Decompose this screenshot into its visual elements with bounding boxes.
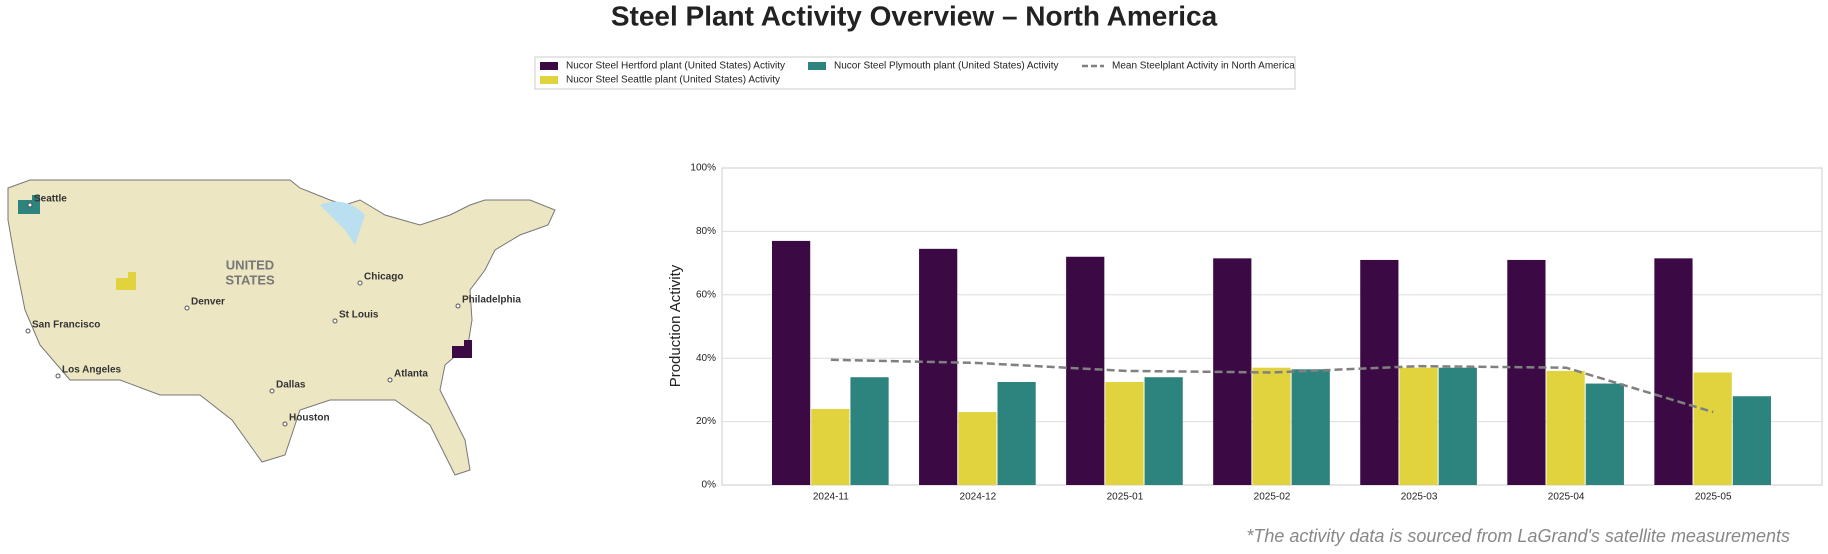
- map: UNITED STATES: [7, 179, 556, 476]
- legend-label: Nucor Steel Hertford plant (United State…: [566, 61, 785, 72]
- city-label: Seattle: [34, 194, 67, 205]
- city-dot: [269, 388, 275, 394]
- chart-title: Steel Plant Activity Overview – North Am…: [611, 0, 1218, 31]
- plant-icon: [32, 195, 40, 214]
- bar: [850, 377, 889, 485]
- bar: [1105, 381, 1144, 485]
- bar: [1252, 367, 1291, 485]
- bar: [1585, 383, 1624, 485]
- x-tick-label: 2025-04: [1548, 492, 1585, 503]
- plant-icon: [464, 340, 472, 358]
- bar: [1693, 372, 1732, 485]
- city-label: Chicago: [364, 272, 403, 283]
- legend-label: Mean Steelplant Activity in North Americ…: [1112, 61, 1295, 72]
- city-label: San Francisco: [32, 320, 100, 331]
- legend-swatch: [540, 76, 558, 84]
- footnote: *The activity data is sourced from LaGra…: [1246, 526, 1790, 546]
- city-dot: [27, 202, 33, 208]
- y-axis-label: Production Activity: [667, 264, 684, 387]
- legend-swatch: [808, 62, 826, 70]
- y-tick-label: 20%: [696, 416, 716, 427]
- bar: [1654, 258, 1693, 485]
- city-label: Los Angeles: [62, 365, 122, 376]
- city-dot: [332, 318, 338, 324]
- great-lakes: [320, 201, 365, 245]
- y-tick-label: 40%: [696, 353, 716, 364]
- city-dot: [184, 305, 190, 311]
- bar: [1438, 367, 1477, 485]
- city-label: St Louis: [339, 310, 379, 321]
- city-label: Atlanta: [394, 369, 428, 380]
- bar: [1291, 369, 1330, 485]
- bar: [1066, 256, 1105, 485]
- plant-icon: [116, 278, 128, 290]
- bar: [997, 381, 1036, 485]
- city-dot: [387, 377, 393, 383]
- x-tick-label: 2025-02: [1254, 492, 1291, 503]
- x-tick-label: 2025-01: [1107, 492, 1144, 503]
- x-tick-label: 2024-11: [813, 492, 849, 503]
- x-tick-label: 2025-05: [1695, 492, 1732, 503]
- bar: [811, 408, 850, 485]
- city-dot: [455, 303, 461, 309]
- city-label: Dallas: [276, 380, 306, 391]
- city-dot: [357, 280, 363, 286]
- y-tick-label: 0%: [702, 480, 717, 491]
- y-tick-label: 100%: [690, 163, 716, 174]
- plant-icon: [452, 346, 464, 358]
- bar: [919, 248, 958, 485]
- bar: [1546, 370, 1585, 485]
- bar: [1144, 377, 1183, 485]
- bar: [1360, 259, 1399, 485]
- y-tick-label: 80%: [696, 226, 716, 237]
- x-tick-label: 2024-12: [960, 492, 997, 503]
- city-dot: [25, 328, 31, 334]
- bar: [1399, 367, 1438, 485]
- country-label: STATES: [225, 272, 275, 287]
- y-tick-label: 60%: [696, 289, 716, 300]
- bar: [1507, 259, 1546, 485]
- city-dot: [282, 421, 288, 427]
- legend-label: Nucor Steel Plymouth plant (United State…: [834, 61, 1059, 72]
- legend-box: [534, 56, 1296, 90]
- bar: [772, 240, 811, 485]
- city-label: Philadelphia: [462, 295, 521, 306]
- city-label: Denver: [191, 297, 225, 308]
- bar: [1732, 396, 1771, 485]
- city-label: Houston: [289, 413, 330, 424]
- bar: [958, 412, 997, 485]
- city-dot: [55, 373, 61, 379]
- mean-line: [830, 358, 1714, 414]
- x-tick-label: 2025-03: [1401, 492, 1438, 503]
- legend-label: Nucor Steel Seattle plant (United States…: [566, 75, 780, 86]
- plant-icon: [128, 272, 136, 290]
- country-label: UNITED: [226, 257, 274, 272]
- legend-swatch: [540, 62, 558, 70]
